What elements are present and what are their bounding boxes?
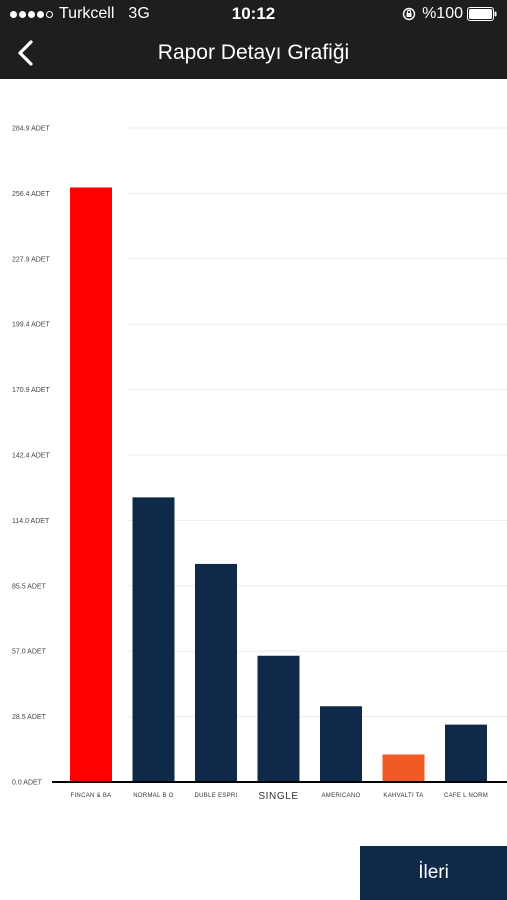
bar-3[interactable]: [195, 563, 237, 782]
page-title: Rapor Detayı Grafiği: [157, 41, 350, 64]
bar-2[interactable]: [132, 497, 175, 782]
bar-7[interactable]: [445, 724, 487, 782]
status-time: 10:12: [231, 4, 276, 23]
next-button-label: İleri: [418, 862, 449, 883]
y-tick-label: 256.4 ADET: [12, 191, 50, 198]
status-right: %100: [402, 5, 497, 23]
y-tick-label: 28.5 ADET: [12, 714, 47, 721]
x-tick-label: SINGLE: [258, 791, 298, 802]
bar-5[interactable]: [320, 706, 362, 782]
navigation-bar: Rapor Detayı Grafiği: [0, 28, 507, 79]
x-tick-label: FINCAN & BA: [71, 793, 112, 799]
y-tick-label: 142.4 ADET: [12, 453, 50, 460]
status-left: Turkcell 3G: [10, 5, 150, 23]
y-tick-label: 0.0 ADET: [12, 780, 43, 787]
battery-icon: [467, 7, 497, 21]
y-tick-label: 284.9 ADET: [12, 126, 50, 133]
bar-1[interactable]: [70, 187, 112, 783]
y-tick-label: 57.0 ADET: [12, 649, 47, 656]
x-tick-label: CAFE L NORM: [444, 793, 488, 799]
x-tick-label: AMERICANO: [321, 793, 360, 799]
y-tick-label: 199.4 ADET: [12, 322, 50, 329]
bar-4[interactable]: [257, 655, 300, 782]
x-tick-label: KAHVALTI TA: [383, 793, 423, 799]
bar-6[interactable]: [382, 754, 425, 782]
y-tick-label: 227.9 ADET: [12, 256, 50, 263]
battery-percent: %100: [422, 5, 463, 22]
network-type: 3G: [128, 5, 150, 22]
x-tick-label: DUBLE ESPRI: [195, 793, 238, 799]
status-bar: Turkcell 3G 10:12 %100: [0, 0, 507, 28]
y-tick-label: 114.0 ADET: [12, 518, 50, 525]
rotation-lock-icon: [402, 7, 416, 21]
next-button[interactable]: İleri: [360, 846, 507, 900]
y-tick-label: 85.5 ADET: [12, 583, 47, 590]
carrier-name: Turkcell: [59, 5, 115, 22]
bar-chart: 0.0 ADET 28.5 ADET 57.0 ADET 85.5 ADET 114.0…: [12, 126, 507, 802]
y-tick-label: 170.9 ADET: [12, 387, 50, 394]
back-button[interactable]: [10, 36, 44, 70]
chevron-left-icon: [18, 40, 33, 66]
signal-dots-icon: [10, 10, 55, 18]
x-tick-label: NORMAL B O: [133, 793, 173, 799]
